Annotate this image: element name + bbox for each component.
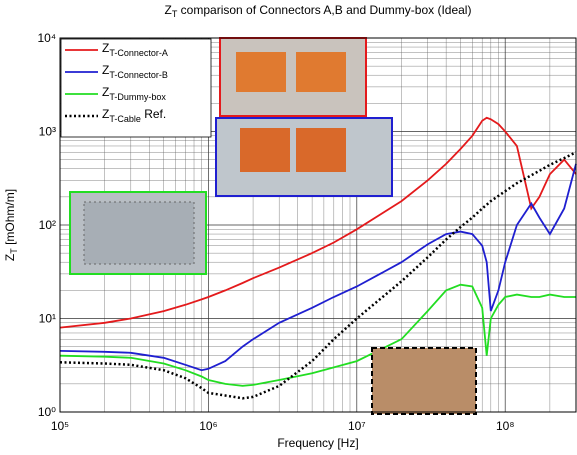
y-tick-label: 10³ bbox=[39, 125, 56, 139]
legend-name: Z bbox=[102, 41, 109, 55]
legend-name-sub: T-Connector-A bbox=[109, 48, 168, 58]
legend-name-sub: T-Cable bbox=[109, 114, 141, 124]
x-tick-label: 10⁶ bbox=[199, 419, 217, 433]
legend-name: Z bbox=[102, 107, 109, 121]
photo-cable bbox=[372, 348, 476, 414]
y-tick-label: 10² bbox=[39, 218, 56, 232]
ylabel-text: Z bbox=[3, 254, 17, 261]
chart-title: ZT comparison of Connectors A,B and Dumm… bbox=[165, 3, 472, 19]
photo-part bbox=[236, 52, 286, 92]
photo-part bbox=[296, 128, 346, 172]
y-axis-label: ZT [mOhm/m] bbox=[3, 189, 19, 261]
photo-part bbox=[84, 202, 194, 264]
legend-name: Z bbox=[102, 85, 109, 99]
y-tick-label: 10⁴ bbox=[37, 31, 56, 45]
ylabel-rest: [mOhm/m] bbox=[3, 189, 17, 248]
legend-name-sub: T-Dummy-box bbox=[109, 92, 166, 102]
title-rest: comparison of Connectors A,B and Dummy-b… bbox=[177, 3, 471, 17]
x-tick-label: 10⁷ bbox=[348, 419, 366, 433]
x-tick-label: 10⁸ bbox=[496, 419, 514, 433]
y-tick-label: 10⁰ bbox=[38, 405, 56, 419]
title-text: Z bbox=[165, 3, 172, 17]
x-axis-label: Frequency [Hz] bbox=[277, 436, 358, 450]
photo-part bbox=[296, 52, 346, 92]
photo-part bbox=[240, 128, 290, 172]
x-tick-label: 10⁵ bbox=[51, 419, 69, 433]
legend-name-suffix: Ref. bbox=[141, 107, 166, 121]
legend: ZT-Connector-AZT-Connector-BZT-Dummy-box… bbox=[61, 39, 211, 137]
legend-name-sub: T-Connector-B bbox=[109, 70, 168, 80]
legend-name: Z bbox=[102, 63, 109, 77]
chart: ZT comparison of Connectors A,B and Dumm… bbox=[0, 0, 577, 455]
y-tick-label: 10¹ bbox=[39, 312, 56, 326]
